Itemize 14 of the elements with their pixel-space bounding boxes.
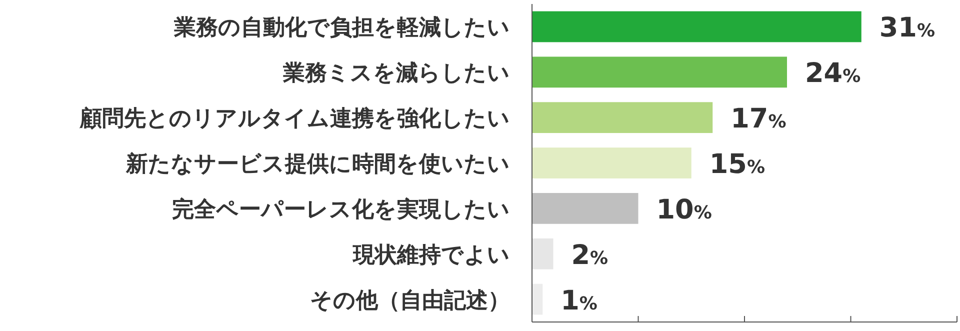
- y-tick-label: 新たなサービス提供に時間を使いたい: [125, 151, 510, 177]
- data-label: 31%: [879, 12, 935, 44]
- y-tick-label: 完全ペーパーレス化を実現したい: [172, 196, 510, 222]
- data-label: 24%: [805, 58, 861, 90]
- data-label: 17%: [730, 104, 786, 135]
- y-tick-label: 業務の自動化で負担を軽減したい: [173, 16, 510, 41]
- data-label: 2%: [571, 240, 608, 271]
- y-tick-label: 業務ミスを減らしたい: [282, 61, 510, 86]
- data-label: 10%: [656, 194, 712, 226]
- y-tick-label: その他（自由記述）: [310, 288, 510, 314]
- data-label: 1%: [560, 285, 598, 316]
- data-label: 15%: [709, 149, 765, 180]
- y-tick-label: 現状維持でよい: [352, 242, 510, 268]
- y-tick-label: 顧問先とのリアルタイム連携を強化したい: [79, 106, 510, 132]
